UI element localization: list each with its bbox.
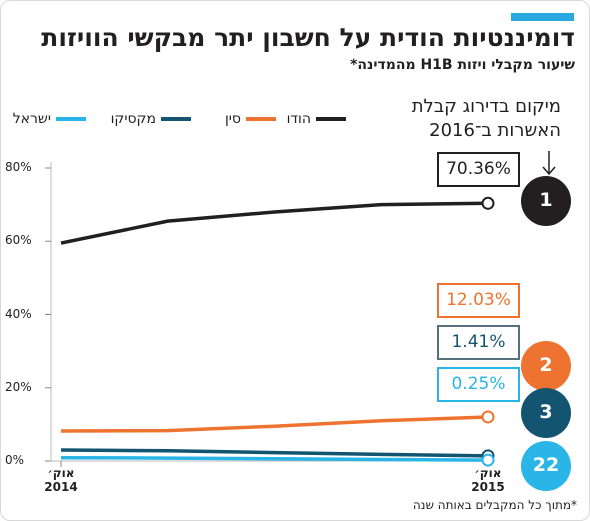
value-box: [437, 367, 520, 402]
series-line: [60, 415, 489, 433]
series-line: [60, 448, 489, 458]
y-tick-label: 60%: [5, 233, 32, 248]
series-line: [60, 201, 489, 245]
end-point: [481, 196, 495, 210]
rank-badge: [521, 441, 571, 491]
accent-bar: [511, 13, 574, 21]
x-tick-label: אוק׳ 2015: [471, 466, 505, 494]
y-tick-label: 80%: [5, 160, 32, 174]
x-tick-label: אוק׳ 2014: [44, 466, 78, 494]
end-point: [481, 453, 495, 467]
value-label: 1.41%: [451, 332, 506, 352]
y-tick-label: 0%: [5, 453, 25, 467]
annotation: מיקום בדירוג קבלת האשרות ב־2016: [411, 96, 561, 141]
chart-title: דומיננטיות הודית על חשבון יתר מבקשי הווי…: [41, 23, 575, 52]
rank-badge: [521, 176, 571, 226]
y-tick-label: 20%: [5, 379, 32, 394]
legend-label: הודו: [286, 111, 311, 127]
rank-label: 3: [539, 401, 553, 423]
value-box: [437, 152, 520, 187]
value-label: 70.36%: [446, 159, 511, 179]
footnote: *מתוך כל המקבלים באותה שנה: [412, 498, 577, 512]
value-label: 12.03%: [446, 290, 511, 310]
legend-label: מקסיקו: [110, 111, 156, 127]
annotation-arrowhead: [542, 166, 556, 176]
series-line: [60, 455, 489, 462]
rank-label: 22: [532, 454, 560, 476]
value-box: [437, 325, 520, 360]
rank-label: 2: [539, 354, 553, 376]
value-box: [437, 283, 520, 318]
legend-label: ישראל: [12, 111, 51, 127]
rank-label: 1: [539, 189, 553, 211]
end-point: [481, 410, 495, 424]
y-tick-label: 40%: [5, 306, 32, 321]
chart-subtitle: שיעור מקבלי ויזות H1B מהמדינה*: [350, 57, 575, 73]
value-label: 0.25%: [451, 374, 506, 394]
rank-badge: [521, 388, 571, 438]
rank-badge: [521, 341, 571, 391]
legend-label: סין: [224, 111, 241, 127]
